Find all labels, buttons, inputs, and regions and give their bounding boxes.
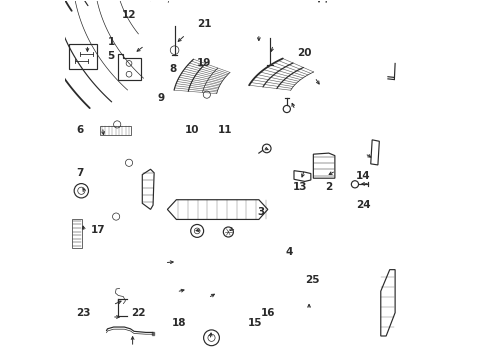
Text: 18: 18 <box>172 319 186 328</box>
Text: 25: 25 <box>304 275 319 285</box>
Text: 8: 8 <box>169 64 177 74</box>
Text: 23: 23 <box>77 308 91 318</box>
Text: 9: 9 <box>158 93 164 103</box>
Text: 1: 1 <box>107 37 115 47</box>
Text: 15: 15 <box>247 319 262 328</box>
Text: 11: 11 <box>217 125 231 135</box>
Bar <box>100 126 131 135</box>
Text: 10: 10 <box>185 125 199 135</box>
Text: 3: 3 <box>257 207 264 217</box>
Text: 12: 12 <box>122 10 136 20</box>
Text: 21: 21 <box>197 19 211 29</box>
Text: 24: 24 <box>356 200 370 210</box>
Text: 22: 22 <box>131 308 145 318</box>
Text: 17: 17 <box>91 225 105 235</box>
Text: 19: 19 <box>197 58 211 68</box>
Text: 20: 20 <box>297 48 311 58</box>
Text: 2: 2 <box>325 182 332 192</box>
Text: 16: 16 <box>260 308 274 318</box>
Text: 7: 7 <box>77 168 84 178</box>
Text: 13: 13 <box>292 182 306 192</box>
Text: 4: 4 <box>285 247 292 257</box>
Text: 6: 6 <box>77 125 84 135</box>
Text: 5: 5 <box>107 51 115 61</box>
Text: 14: 14 <box>356 171 370 181</box>
